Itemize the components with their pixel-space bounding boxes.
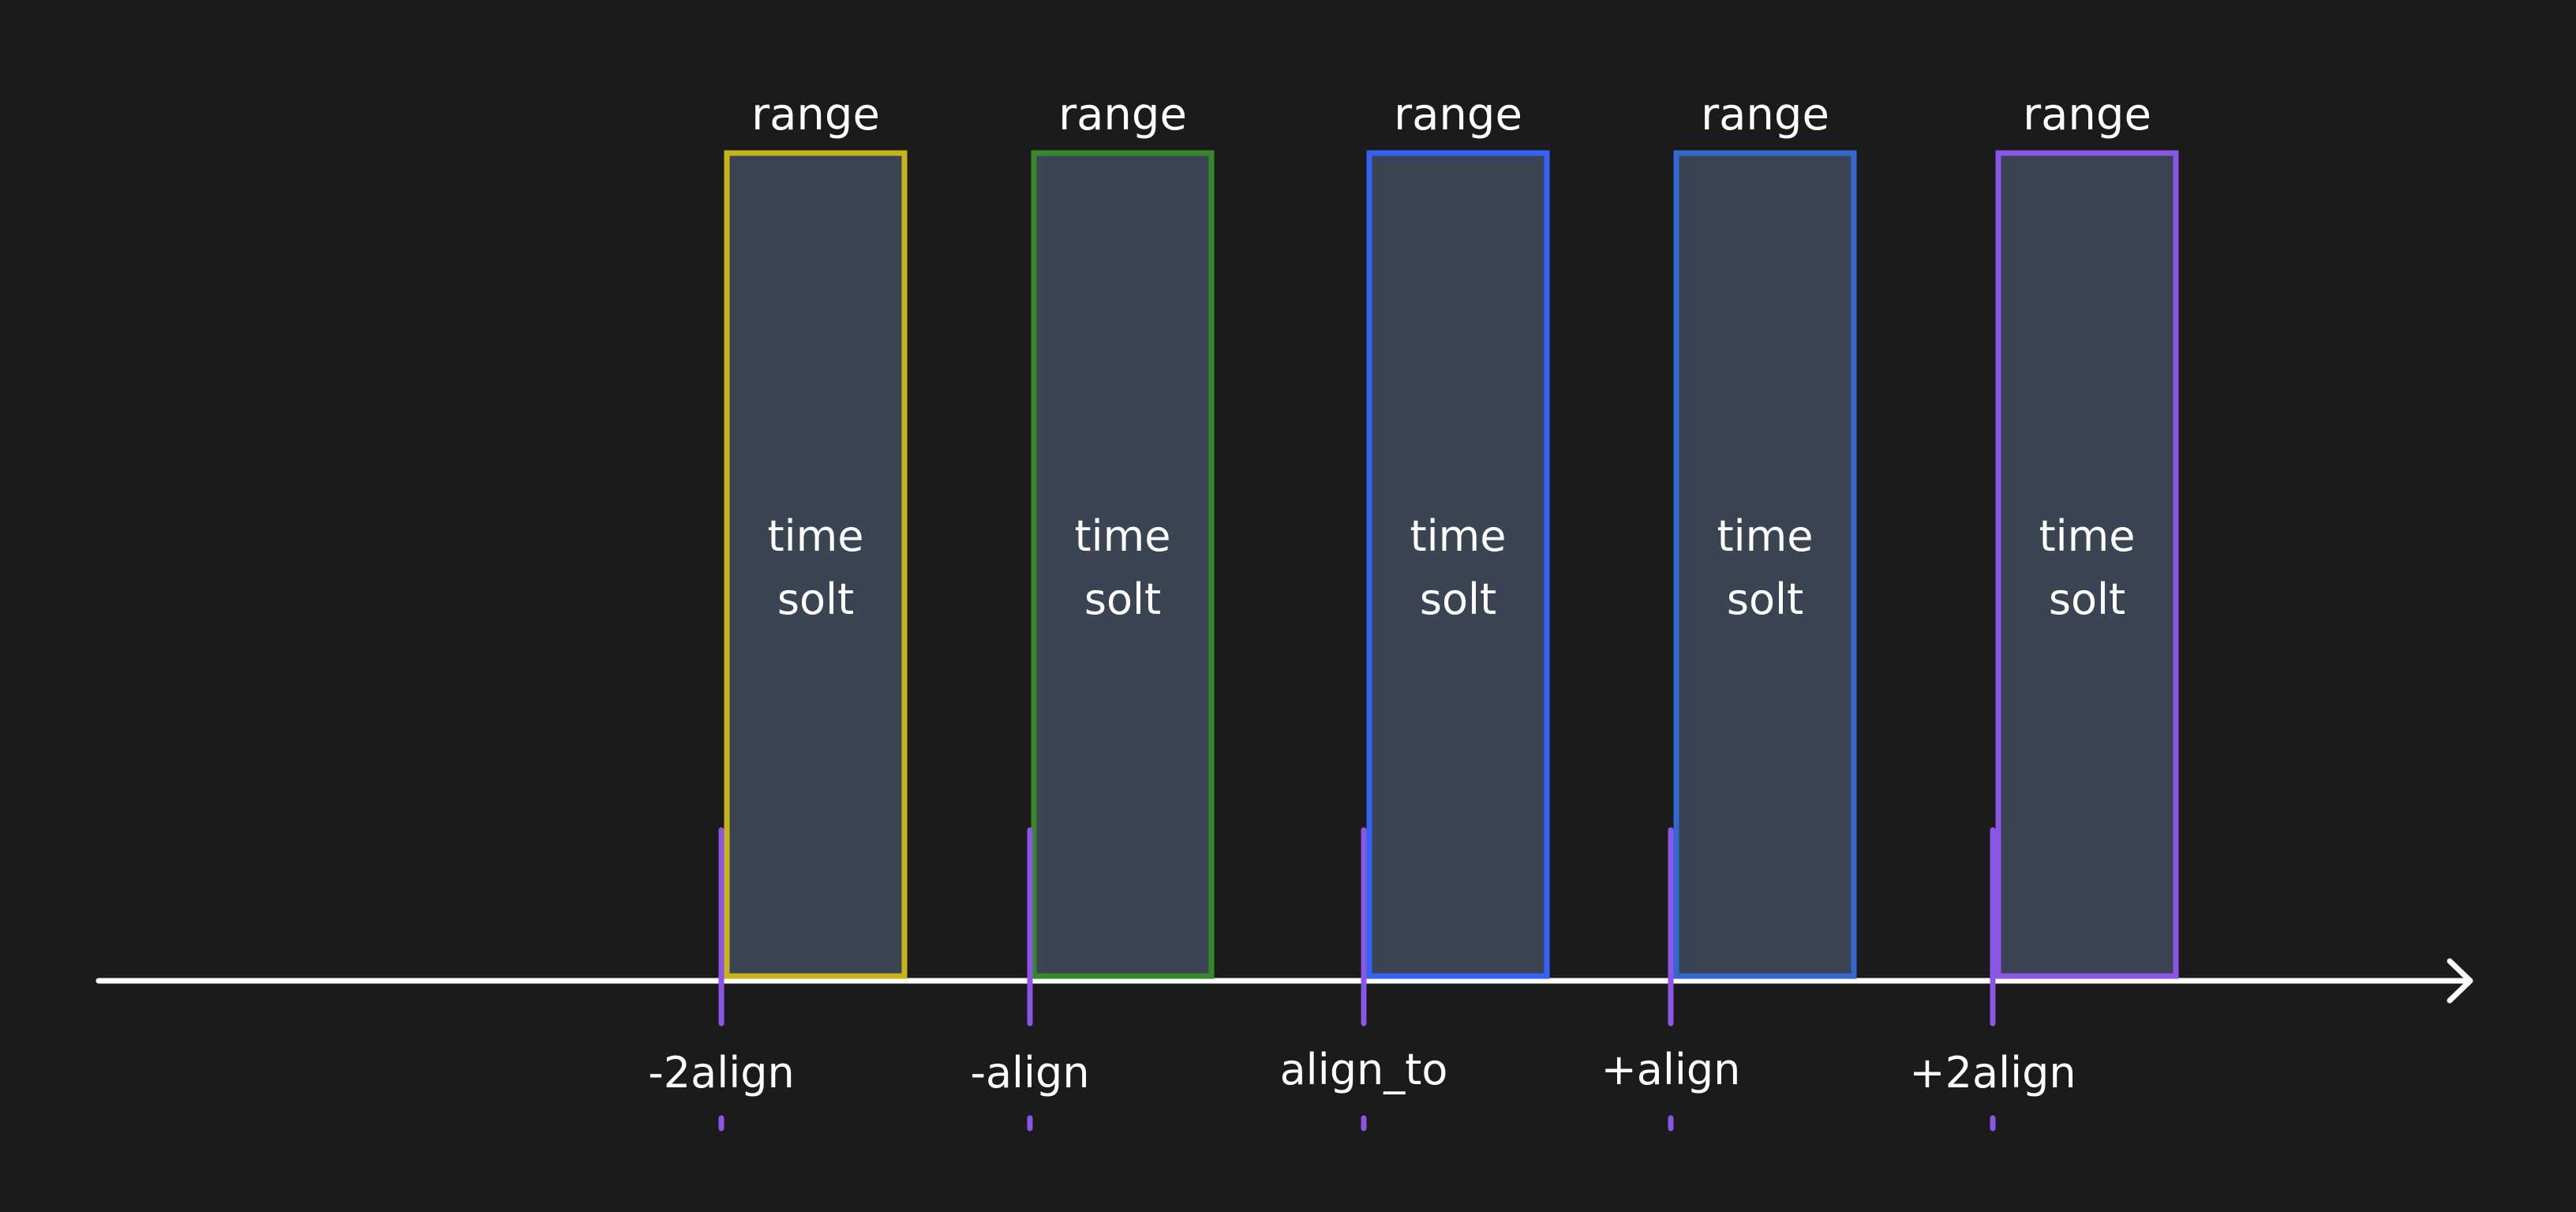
axis-arrowhead-icon	[2447, 958, 2473, 1004]
time-slot-box	[724, 150, 908, 979]
align-tick-label: -2align	[648, 1048, 794, 1098]
time-slot-label-line2: solt	[2049, 574, 2125, 624]
time-slot-label-line1: time	[1717, 511, 1813, 561]
time-slot-group: range time solt align_to	[1280, 89, 1550, 1132]
time-slot-label-line1: time	[2039, 511, 2135, 561]
range-label: range	[1058, 89, 1187, 140]
time-slot-box	[1673, 150, 1857, 979]
time-slot-box	[1995, 150, 2179, 979]
time-slot-group: range time solt -align	[970, 89, 1215, 1132]
align-tick-label: +align	[1601, 1045, 1741, 1094]
time-slot-label-line1: time	[1410, 511, 1506, 561]
time-slot-label-line2: solt	[1420, 574, 1496, 624]
range-label: range	[751, 89, 880, 140]
range-label: range	[2023, 89, 2151, 140]
time-slot-label-line2: solt	[1727, 574, 1803, 624]
time-slot-label-line2: solt	[777, 574, 854, 624]
align-tick-label: -align	[970, 1048, 1089, 1098]
range-label: range	[1394, 89, 1522, 140]
align-tick-label: +2align	[1909, 1048, 2076, 1098]
time-slot-group: range time solt -2align	[648, 89, 908, 1132]
time-slot-group: range time solt +2align	[1909, 89, 2179, 1132]
time-slot-label-line1: time	[1074, 511, 1170, 561]
time-slot-label-line2: solt	[1084, 574, 1161, 624]
time-slot-box	[1366, 150, 1550, 979]
time-slot-box	[1031, 150, 1215, 979]
range-label: range	[1701, 89, 1829, 140]
time-slot-label-line1: time	[767, 511, 863, 561]
time-slot-group: range time solt +align	[1601, 89, 1857, 1132]
align-tick-label: align_to	[1280, 1045, 1448, 1094]
